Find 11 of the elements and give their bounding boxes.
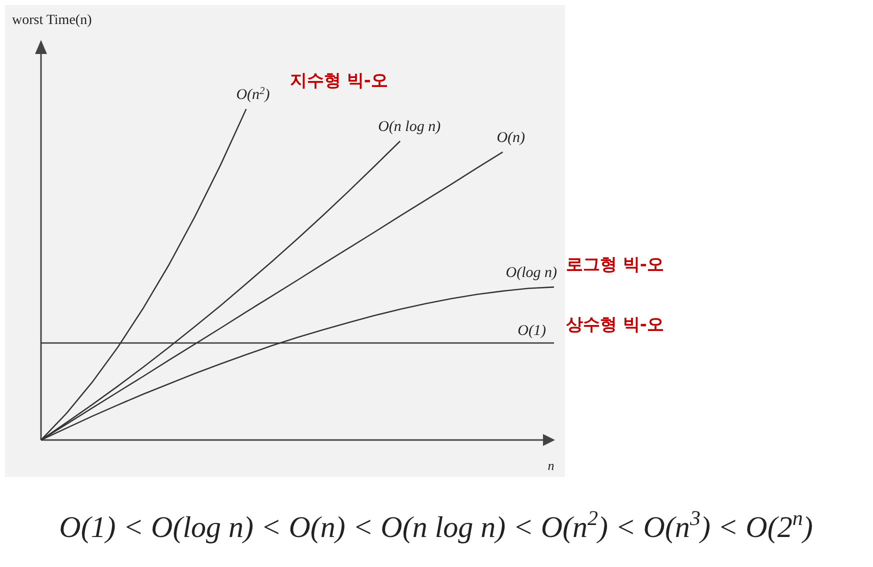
series-label: O(n$^{2}$) — [236, 86, 270, 103]
text: O(1) < O(log n) < O(n) < O(n log n) < O(n$^{2}$) < O(n$^{3}$) < O(2$^{n}$) — [59, 506, 813, 544]
text: 지수형 빅-오 — [290, 71, 388, 91]
text: worst Time(n) — [12, 13, 92, 28]
series-label: O(1) — [518, 323, 546, 340]
series-label: O(n) — [496, 130, 526, 146]
text: 로그형 빅-오 — [566, 255, 664, 275]
series-label: O(log n) — [506, 265, 557, 282]
x-axis-title: n — [548, 458, 554, 473]
series-label: O(n log n) — [378, 119, 441, 136]
text: 상수형 빅-오 — [566, 315, 664, 335]
